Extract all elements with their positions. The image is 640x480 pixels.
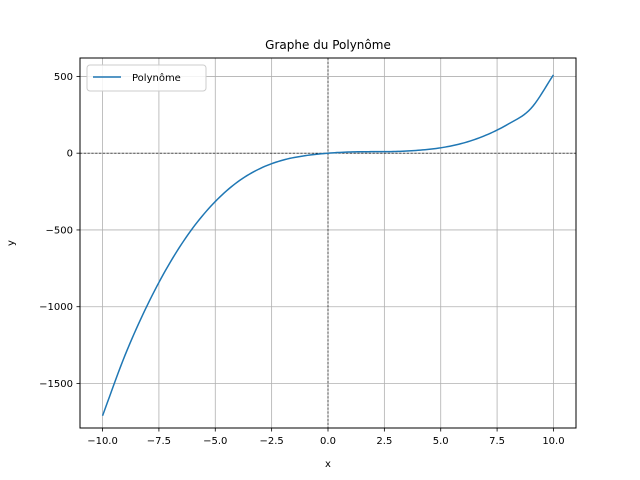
- x-tick-label: 5.0: [433, 436, 449, 447]
- y-tick-label: −1000: [39, 302, 73, 313]
- x-tick-label: 2.5: [376, 436, 392, 447]
- series-layer: [101, 74, 555, 416]
- y-tick-label: 500: [54, 72, 73, 83]
- x-tick-label: 10.0: [542, 436, 564, 447]
- x-tick-label: −10.0: [87, 436, 118, 447]
- x-axis-label: x: [325, 459, 331, 470]
- x-axis-ticks: −10.0 −7.5 −5.0 −2.5 0.0 2.5 5.0 7.5 10.0: [87, 428, 565, 447]
- chart-title: Graphe du Polynôme: [265, 38, 391, 52]
- x-tick-label: −2.5: [259, 436, 283, 447]
- legend-box: [86, 64, 207, 92]
- y-tick-label: 0: [67, 149, 73, 160]
- y-axis-label: y: [6, 240, 17, 246]
- y-tick-label: −500: [46, 225, 73, 236]
- legend-label: Polynôme: [132, 72, 181, 84]
- legend: Polynôme: [86, 64, 207, 92]
- y-tick-label: −1500: [39, 379, 73, 390]
- x-tick-label: 7.5: [489, 436, 505, 447]
- x-tick-label: −7.5: [147, 436, 171, 447]
- series-line: [101, 74, 555, 416]
- x-tick-label: −5.0: [203, 436, 227, 447]
- x-tick-label: 0.0: [320, 436, 336, 447]
- y-axis-ticks: −1500 −1000 −500 0 500: [39, 72, 80, 390]
